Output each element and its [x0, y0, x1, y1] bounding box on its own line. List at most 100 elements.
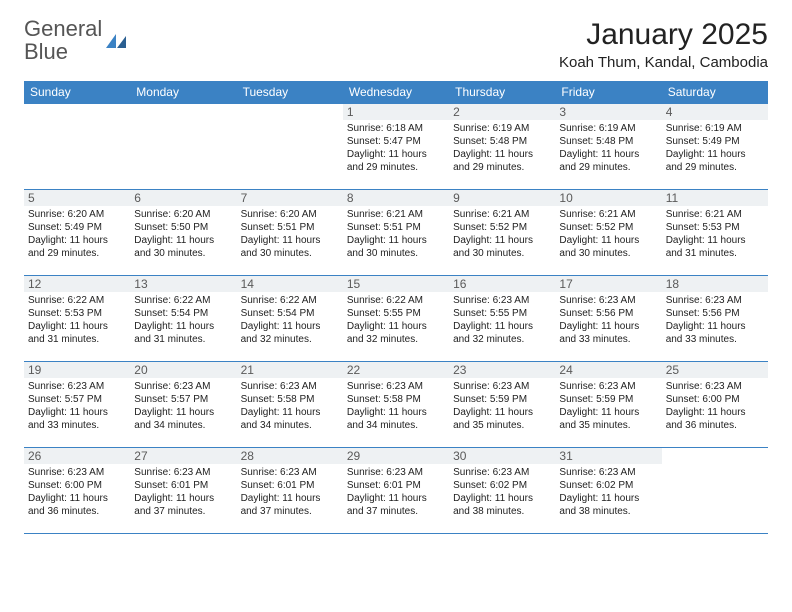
day-cell: 8 Sunrise: 6:21 AMSunset: 5:51 PMDaylight…	[343, 190, 449, 276]
info-line: Daylight: 11 hours	[559, 492, 657, 505]
day-info: Sunrise: 6:20 AMSunset: 5:50 PMDaylight:…	[134, 208, 232, 260]
info-line: and 35 minutes.	[453, 419, 551, 432]
info-line: and 30 minutes.	[347, 247, 445, 260]
day-info: Sunrise: 6:19 AMSunset: 5:49 PMDaylight:…	[666, 122, 764, 174]
info-line: Daylight: 11 hours	[453, 492, 551, 505]
info-line: Sunrise: 6:20 AM	[241, 208, 339, 221]
day-info: Sunrise: 6:23 AMSunset: 6:01 PMDaylight:…	[347, 466, 445, 518]
info-line: Daylight: 11 hours	[241, 492, 339, 505]
info-line: Daylight: 11 hours	[28, 234, 126, 247]
info-line: Daylight: 11 hours	[347, 234, 445, 247]
info-line: Daylight: 11 hours	[241, 320, 339, 333]
col-thu: Thursday	[449, 81, 555, 104]
title-block: January 2025 Koah Thum, Kandal, Cambodia	[559, 18, 768, 71]
day-number: 30	[449, 448, 555, 464]
info-line: and 30 minutes.	[134, 247, 232, 260]
info-line: Daylight: 11 hours	[559, 234, 657, 247]
brand-part2: Blue	[24, 39, 68, 64]
info-line: Daylight: 11 hours	[559, 406, 657, 419]
day-info: Sunrise: 6:23 AMSunset: 6:00 PMDaylight:…	[666, 380, 764, 432]
info-line: Sunrise: 6:23 AM	[453, 380, 551, 393]
day-number: 19	[24, 362, 130, 378]
day-info: Sunrise: 6:20 AMSunset: 5:51 PMDaylight:…	[241, 208, 339, 260]
logo: General Blue	[24, 18, 126, 64]
day-info: Sunrise: 6:18 AMSunset: 5:47 PMDaylight:…	[347, 122, 445, 174]
day-number: 12	[24, 276, 130, 292]
day-cell: 23Sunrise: 6:23 AMSunset: 5:59 PMDayligh…	[449, 362, 555, 448]
info-line: Sunset: 5:47 PM	[347, 135, 445, 148]
info-line: Sunrise: 6:23 AM	[28, 380, 126, 393]
day-info: Sunrise: 6:22 AMSunset: 5:54 PMDaylight:…	[134, 294, 232, 346]
info-line: Sunset: 5:57 PM	[134, 393, 232, 406]
info-line: Sunrise: 6:19 AM	[453, 122, 551, 135]
day-number: 9	[449, 190, 555, 206]
info-line: and 30 minutes.	[241, 247, 339, 260]
info-line: Sunrise: 6:23 AM	[28, 466, 126, 479]
info-line: Sunset: 5:59 PM	[559, 393, 657, 406]
info-line: and 33 minutes.	[559, 333, 657, 346]
info-line: Daylight: 11 hours	[453, 320, 551, 333]
info-line: Daylight: 11 hours	[241, 406, 339, 419]
info-line: Sunset: 5:48 PM	[453, 135, 551, 148]
info-line: Sunset: 5:57 PM	[28, 393, 126, 406]
info-line: and 33 minutes.	[28, 419, 126, 432]
day-number: 20	[130, 362, 236, 378]
info-line: Daylight: 11 hours	[559, 148, 657, 161]
info-line: Sunset: 6:02 PM	[453, 479, 551, 492]
day-cell: 20Sunrise: 6:23 AMSunset: 5:57 PMDayligh…	[130, 362, 236, 448]
day-number: 10	[555, 190, 661, 206]
info-line: Sunrise: 6:22 AM	[347, 294, 445, 307]
info-line: and 29 minutes.	[666, 161, 764, 174]
day-info: Sunrise: 6:21 AMSunset: 5:51 PMDaylight:…	[347, 208, 445, 260]
day-number: 26	[24, 448, 130, 464]
day-info: Sunrise: 6:21 AMSunset: 5:52 PMDaylight:…	[453, 208, 551, 260]
day-info: Sunrise: 6:23 AMSunset: 6:02 PMDaylight:…	[453, 466, 551, 518]
info-line: Daylight: 11 hours	[666, 320, 764, 333]
day-number: 8	[343, 190, 449, 206]
info-line: Daylight: 11 hours	[347, 406, 445, 419]
info-line: and 32 minutes.	[347, 333, 445, 346]
day-number: 14	[237, 276, 343, 292]
info-line: Daylight: 11 hours	[347, 492, 445, 505]
day-cell: 18Sunrise: 6:23 AMSunset: 5:56 PMDayligh…	[662, 276, 768, 362]
day-info: Sunrise: 6:23 AMSunset: 6:00 PMDaylight:…	[28, 466, 126, 518]
calendar-page: General Blue January 2025 Koah Thum, Kan…	[0, 0, 792, 552]
location: Koah Thum, Kandal, Cambodia	[559, 54, 768, 71]
info-line: Sunrise: 6:18 AM	[347, 122, 445, 135]
day-info: Sunrise: 6:22 AMSunset: 5:55 PMDaylight:…	[347, 294, 445, 346]
sail-icon	[106, 34, 126, 48]
info-line: Daylight: 11 hours	[559, 320, 657, 333]
info-line: Sunrise: 6:23 AM	[347, 466, 445, 479]
day-info: Sunrise: 6:22 AMSunset: 5:54 PMDaylight:…	[241, 294, 339, 346]
day-number: 28	[237, 448, 343, 464]
info-line: Sunset: 5:49 PM	[666, 135, 764, 148]
day-info: Sunrise: 6:23 AMSunset: 5:59 PMDaylight:…	[453, 380, 551, 432]
info-line: Sunset: 5:53 PM	[666, 221, 764, 234]
info-line: and 38 minutes.	[453, 505, 551, 518]
info-line: Sunrise: 6:19 AM	[666, 122, 764, 135]
info-line: and 29 minutes.	[453, 161, 551, 174]
month-title: January 2025	[559, 18, 768, 52]
day-cell	[130, 104, 236, 190]
week-row: 5Sunrise: 6:20 AMSunset: 5:49 PMDaylight…	[24, 190, 768, 276]
day-cell: 7Sunrise: 6:20 AMSunset: 5:51 PMDaylight…	[237, 190, 343, 276]
day-cell: 12Sunrise: 6:22 AMSunset: 5:53 PMDayligh…	[24, 276, 130, 362]
info-line: and 34 minutes.	[134, 419, 232, 432]
info-line: and 30 minutes.	[559, 247, 657, 260]
info-line: and 31 minutes.	[28, 333, 126, 346]
day-cell: 16Sunrise: 6:23 AMSunset: 5:55 PMDayligh…	[449, 276, 555, 362]
day-info: Sunrise: 6:23 AMSunset: 5:58 PMDaylight:…	[241, 380, 339, 432]
info-line: Daylight: 11 hours	[28, 320, 126, 333]
info-line: Sunrise: 6:23 AM	[453, 294, 551, 307]
day-number: 6	[130, 190, 236, 206]
day-cell	[662, 448, 768, 534]
day-info: Sunrise: 6:23 AMSunset: 6:01 PMDaylight:…	[134, 466, 232, 518]
info-line: Sunrise: 6:22 AM	[28, 294, 126, 307]
day-number: 11	[662, 190, 768, 206]
day-info: Sunrise: 6:21 AMSunset: 5:52 PMDaylight:…	[559, 208, 657, 260]
col-fri: Friday	[555, 81, 661, 104]
info-line: and 31 minutes.	[134, 333, 232, 346]
info-line: Sunset: 6:01 PM	[347, 479, 445, 492]
day-cell: 28Sunrise: 6:23 AMSunset: 6:01 PMDayligh…	[237, 448, 343, 534]
info-line: Sunrise: 6:23 AM	[347, 380, 445, 393]
